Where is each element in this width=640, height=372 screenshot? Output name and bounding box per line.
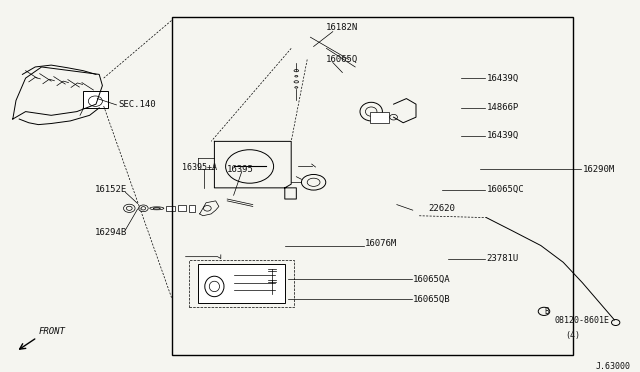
Bar [189,260,294,307]
Bar [189,205,195,212]
Text: 23781U: 23781U [486,254,518,263]
Text: J.63000: J.63000 [595,362,630,371]
Text: 16076M: 16076M [365,239,397,248]
Bar [370,112,389,123]
Bar [178,205,186,211]
Text: 16395+A: 16395+A [182,163,218,172]
Text: 08120-8601E: 08120-8601E [555,316,610,325]
Text: 14866P: 14866P [486,103,518,112]
Text: (4): (4) [565,331,580,340]
Text: 16065QA: 16065QA [413,275,451,283]
Text: SEC.140: SEC.140 [118,100,156,109]
Text: 16065Q: 16065Q [326,55,358,64]
Text: 22620: 22620 [429,204,456,213]
Bar [198,264,285,303]
Text: B: B [544,307,549,316]
Text: 16395: 16395 [227,165,254,174]
Text: 16065QB: 16065QB [413,295,451,304]
Text: 16290M: 16290M [582,165,614,174]
Bar [166,206,175,211]
Text: 16439Q: 16439Q [486,131,518,140]
Text: FRONT: FRONT [38,327,65,336]
Text: 16152E: 16152E [95,185,127,194]
Text: 16065QC: 16065QC [486,185,524,194]
Text: 16439Q: 16439Q [486,74,518,83]
Bar [83,91,108,108]
Text: 16294B: 16294B [95,228,127,237]
Text: 16182N: 16182N [326,23,358,32]
Bar [172,17,573,355]
